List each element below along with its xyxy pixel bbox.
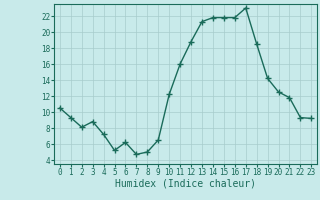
X-axis label: Humidex (Indice chaleur): Humidex (Indice chaleur) xyxy=(115,179,256,189)
